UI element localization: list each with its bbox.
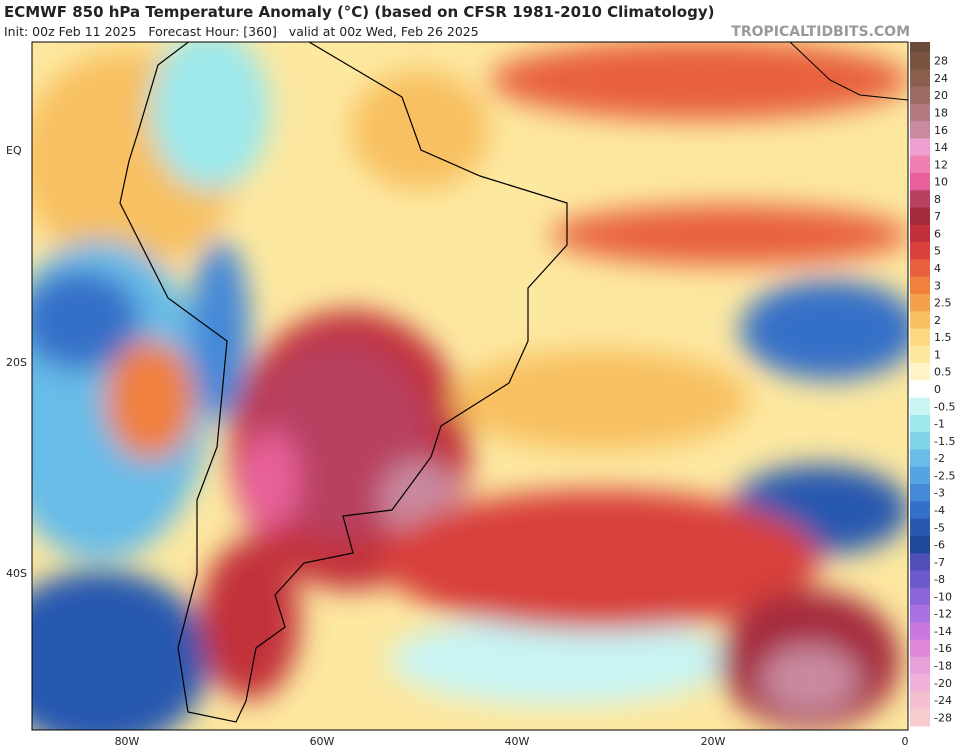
colorbar-label: -18 (934, 660, 952, 673)
colorbar-label: 2 (934, 314, 941, 327)
subtitle: Init: 00z Feb 11 2025 Forecast Hour: [36… (4, 24, 479, 39)
colorbar-label: -5 (934, 521, 945, 534)
colorbar-swatch (910, 86, 930, 105)
colorbar-label: 20 (934, 89, 948, 102)
colorbar-swatch (910, 570, 930, 589)
colorbar-label: -3 (934, 487, 945, 500)
colorbar-swatch (910, 518, 930, 537)
colorbar-swatch (910, 69, 930, 88)
colorbar-swatch (910, 656, 930, 675)
colorbar-label: 12 (934, 158, 948, 171)
colorbar-swatch (910, 535, 930, 554)
colorbar-label: 18 (934, 106, 948, 119)
colorbar-label: 3 (934, 279, 941, 292)
colorbar-label: -28 (934, 711, 952, 724)
colorbar-swatch (910, 276, 930, 295)
map-area (32, 42, 908, 730)
colorbar-label: -4 (934, 504, 945, 517)
colorbar-swatch (910, 155, 930, 174)
colorbar-label: 0 (934, 383, 941, 396)
lon-label: 40W (505, 735, 530, 748)
colorbar-swatch (910, 484, 930, 502)
colorbar-swatch (910, 587, 930, 606)
colorbar-swatch (910, 103, 930, 122)
colorbar-swatch (910, 242, 930, 260)
lon-label: 80W (115, 735, 140, 748)
lon-label: 20W (701, 735, 726, 748)
colorbar-swatch (910, 207, 930, 226)
colorbar-swatch (910, 363, 930, 381)
colorbar-label: 6 (934, 227, 941, 240)
colorbar-swatch (910, 172, 930, 191)
colorbar-label: -20 (934, 677, 952, 690)
colorbar: 28 24 20 18 16 14 12 10 8 7 6 5 4 3 2.5 2 1.5 1 0.5 0 -0.5 -1… (910, 52, 955, 727)
colorbar-label: -14 (934, 625, 952, 638)
colorbar-label: 4 (934, 262, 941, 275)
title: ECMWF 850 hPa Temperature Anomaly (°C) (… (4, 3, 714, 21)
colorbar-swatch (910, 466, 930, 485)
colorbar-label: -2.5 (934, 469, 955, 482)
colorbar-label: 0.5 (934, 366, 952, 379)
colorbar-label: -6 (934, 539, 945, 552)
colorbar-label: -1.5 (934, 435, 955, 448)
colorbar-swatch (910, 293, 930, 312)
colorbar-label: 1.5 (934, 331, 952, 344)
lat-label: 40S (6, 567, 27, 580)
colorbar-swatch (910, 414, 930, 433)
colorbar-label: 14 (934, 141, 948, 154)
lon-label: 0 (902, 735, 909, 748)
colorbar-swatch (910, 380, 930, 399)
colorbar-label: 28 (934, 55, 948, 68)
colorbar-label: 5 (934, 245, 941, 258)
lat-label: EQ (6, 144, 22, 157)
colorbar-label: -10 (934, 590, 952, 603)
colorbar-swatch (910, 674, 930, 692)
colorbar-label: 16 (934, 124, 948, 137)
colorbar-label: -8 (934, 573, 945, 586)
colorbar-label: -16 (934, 642, 952, 655)
colorbar-swatch (910, 121, 930, 139)
colorbar-swatch (910, 605, 930, 623)
colorbar-cap (910, 42, 930, 52)
lat-label: 20S (6, 356, 27, 369)
colorbar-label: 2.5 (934, 297, 952, 310)
colorbar-swatch (910, 553, 930, 571)
colorbar-label: -2 (934, 452, 945, 465)
lon-label: 60W (310, 735, 335, 748)
colorbar-label: 24 (934, 72, 948, 85)
colorbar-swatch (910, 622, 930, 641)
colorbar-swatch (910, 259, 930, 278)
colorbar-swatch (910, 345, 930, 364)
colorbar-swatch (910, 328, 930, 347)
colorbar-swatch (910, 52, 930, 70)
colorbar-label: 10 (934, 176, 948, 189)
colorbar-label: -1 (934, 418, 945, 431)
colorbar-label: 1 (934, 348, 941, 361)
colorbar-swatch (910, 691, 930, 710)
colorbar-swatch (910, 311, 930, 330)
colorbar-swatch (910, 190, 930, 209)
colorbar-label: -24 (934, 694, 952, 707)
colorbar-label: 7 (934, 210, 941, 223)
colorbar-swatch (910, 639, 930, 658)
colorbar-label: -0.5 (934, 400, 955, 413)
colorbar-swatch (910, 501, 930, 520)
colorbar-swatch (910, 397, 930, 416)
colorbar-swatch (910, 449, 930, 468)
colorbar-label: -12 (934, 608, 952, 621)
colorbar-label: -7 (934, 556, 945, 569)
colorbar-swatch (910, 432, 930, 450)
watermark: TROPICALTIDBITS.COM (731, 24, 910, 40)
colorbar-swatch (910, 224, 930, 243)
colorbar-swatch (910, 708, 930, 727)
colorbar-label: 8 (934, 193, 941, 206)
colorbar-swatch (910, 138, 930, 157)
